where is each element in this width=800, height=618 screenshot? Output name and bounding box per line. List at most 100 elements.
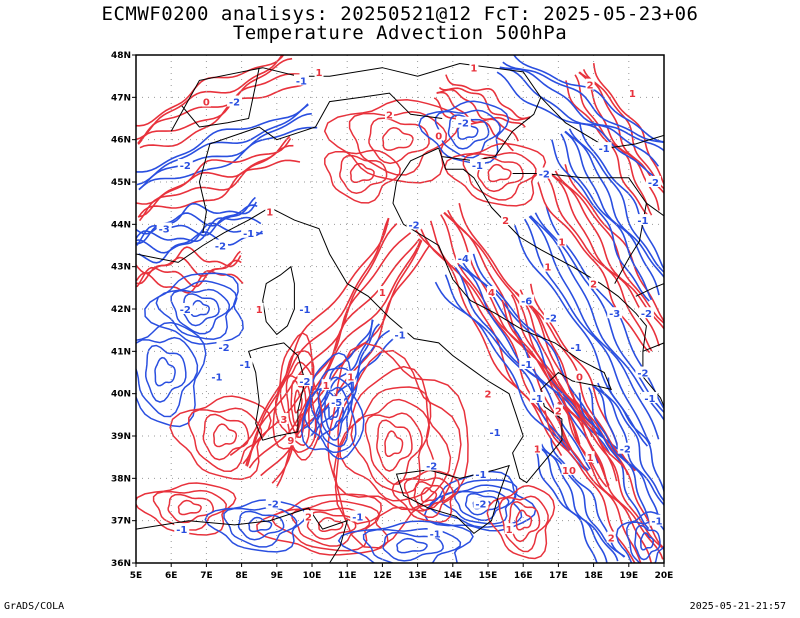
contour-value-label: -1: [532, 394, 543, 405]
cold-advection-contour: [300, 352, 365, 460]
coastlines-borders: [136, 62, 664, 563]
contour-value-label: 4: [488, 288, 495, 299]
warm-advection-contour: [229, 218, 390, 456]
contour-value-label: -1: [599, 144, 610, 155]
contour-value-label: 2: [590, 280, 597, 291]
contour-label-bg: [177, 303, 193, 314]
cold-advection-contour: [382, 531, 444, 562]
contour-value-label: 2: [555, 407, 562, 418]
contour-labels: -2-110-2-3-21-1-2-1-2-1012-44-6-212-1-3-…: [156, 61, 664, 545]
contour-label-bg: [642, 391, 658, 403]
cold-advection-contour: [528, 215, 660, 440]
contour-label-bg: [638, 307, 654, 319]
warm-advection-contour: [334, 349, 462, 525]
cold-advection-contour: [499, 66, 664, 152]
contour-value-label: -1: [240, 360, 251, 371]
warm-advection-contour: [413, 481, 446, 511]
serbia-border: [646, 202, 664, 217]
contour-label-bg: [519, 358, 535, 370]
warm-advection-contour: [136, 55, 284, 141]
contour-value-label: -1: [475, 470, 486, 481]
contour-value-label: 1: [323, 381, 330, 392]
contour-value-label: -2: [426, 462, 437, 473]
y-tick-label: 38N: [111, 474, 131, 484]
cold-advection-contour: [136, 103, 309, 173]
warm-advection-contour: [177, 499, 202, 516]
contour-label-bg: [501, 214, 511, 226]
contour-label-bg: [645, 176, 661, 187]
contour-value-label: -1: [489, 428, 500, 439]
contour-label-bg: [303, 510, 313, 522]
cold-advection-contour: [145, 344, 187, 403]
warm-advection-contour: [212, 423, 238, 448]
warm-advection-contour: [248, 238, 421, 469]
contour-label-bg: [589, 277, 599, 289]
contour-value-label: -1: [394, 330, 405, 341]
cold-advection-contour: [136, 336, 199, 418]
contour-value-label: 2: [485, 390, 492, 401]
contour-label-bg: [209, 370, 225, 382]
contour-label-bg: [237, 358, 253, 370]
warm-advection-contour: [137, 57, 293, 145]
warm-advection-contour: [167, 493, 214, 524]
x-tick-label: 8E: [235, 571, 247, 581]
warm-advection-contour: [436, 91, 519, 142]
x-tick-label: 11E: [338, 571, 357, 581]
cold-advection-contour: [568, 128, 664, 274]
contour-label-bg: [519, 294, 535, 306]
contour-value-label: -2: [648, 178, 659, 189]
contour-value-label: -2: [546, 313, 557, 324]
contour-label-bg: [543, 311, 559, 323]
contour-label-bg: [241, 226, 257, 238]
contour-label-bg: [201, 95, 211, 107]
warm-advection-contour: [364, 412, 423, 485]
contour-value-label: 1: [266, 208, 273, 219]
cold-advection-contour: [597, 382, 664, 502]
warm-advection-contour: [508, 501, 541, 543]
contour-value-label: 0: [576, 373, 583, 384]
warm-advection-contour: [290, 379, 307, 427]
warm-advection-contour: [487, 163, 512, 183]
y-tick-label: 48N: [111, 51, 131, 61]
cold-advection-contour: [551, 139, 650, 302]
warm-advection-contour: [515, 291, 629, 476]
warm-advection-contour: [136, 259, 242, 288]
warm-advection-contour: [514, 291, 618, 482]
y-tick-label: 37N: [111, 517, 131, 527]
software-credit: GrADS/COLA: [4, 601, 65, 612]
contour-value-label: 0: [203, 98, 210, 109]
contour-label-bg: [212, 239, 228, 251]
warm-advection-contour: [349, 162, 375, 184]
cold-advection-contour: [540, 443, 625, 558]
cold-advection-contour: [588, 387, 652, 528]
contour-label-bg: [346, 370, 356, 382]
latitude-axis: 36N 37N 38N 39N 40N 41N 42N 43N 44N 45N 46N 47N 48N: [111, 51, 136, 569]
contour-label-bg: [529, 391, 545, 403]
contour-label-bg: [329, 396, 345, 408]
warm-advection-contour: [376, 419, 413, 472]
x-tick-label: 18E: [584, 571, 603, 581]
contour-label-bg: [557, 235, 567, 247]
contour-value-label: 2: [608, 534, 615, 545]
cold-advection-contour: [138, 126, 318, 191]
italy-coastline: [223, 147, 613, 484]
warm-advection-contour: [574, 74, 653, 216]
warm-advection-contour: [274, 350, 317, 453]
contour-label-bg: [377, 286, 387, 298]
warm-advection-contour: [433, 97, 514, 152]
cold-advection-contour: [639, 532, 654, 551]
y-tick-label: 42N: [111, 305, 131, 315]
contour-value-label: -2: [409, 220, 420, 231]
cold-advection-contour: [138, 230, 263, 264]
contour-label-bg: [627, 87, 637, 99]
cold-advection-contour: [155, 280, 238, 340]
contour-value-label: 1: [470, 64, 477, 75]
contour-value-label: -1: [651, 517, 662, 528]
contour-value-label: 2: [587, 81, 594, 92]
warm-advection-contour: [477, 156, 524, 193]
contour-label-bg: [635, 214, 651, 226]
generation-timestamp: 2025-05-21-21:57: [689, 601, 786, 612]
africa-coastline: [136, 507, 348, 563]
warm-advection-contour: [440, 214, 573, 450]
map-subtitle: Temperature Advection 500hPa: [232, 22, 568, 44]
